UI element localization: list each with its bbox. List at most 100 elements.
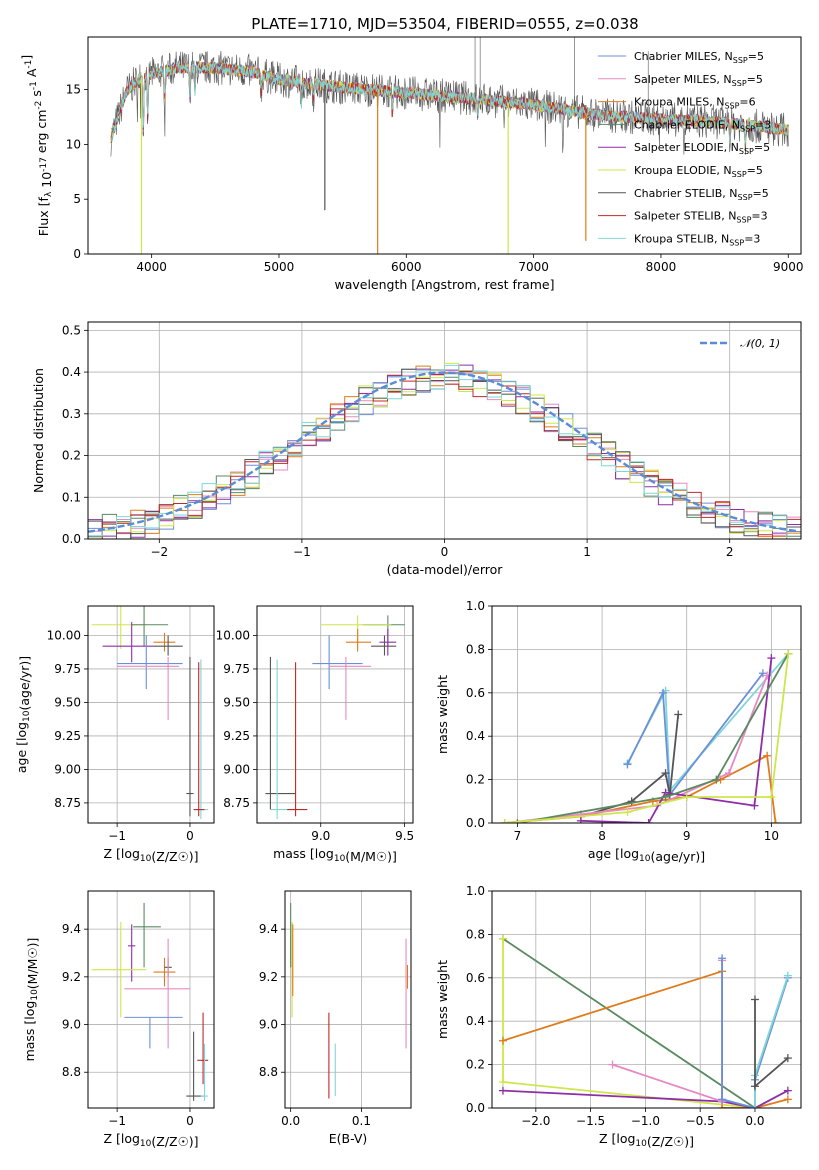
label-part: (M/M☉)] bbox=[25, 938, 40, 990]
y-tick-label: 0.2 bbox=[62, 449, 81, 463]
label-part: Normed distribution bbox=[31, 368, 46, 493]
y-tick-label: 0.5 bbox=[62, 323, 81, 337]
label-part: log bbox=[14, 722, 29, 741]
y-tick-label: 1.0 bbox=[466, 599, 485, 613]
weight-vs-Z-frame bbox=[491, 890, 802, 1109]
weight-vs-Z-panel: −2.0 −1.5 −1.0 −0.5 0.0 0.0 0.2 0.4 0.6 0.8 1.0 Z [… bbox=[435, 884, 802, 1149]
y-tick-label: 5 bbox=[73, 192, 81, 206]
y-tick-label: 8.8 bbox=[259, 1065, 278, 1079]
y-tick-label: 0.0 bbox=[466, 1101, 485, 1115]
weight-vs-Z-xlabel: Z [log10(Z/Z☉)] bbox=[599, 1131, 694, 1149]
x-tick-label: 8000 bbox=[646, 260, 677, 274]
y-tick-label: 9.0 bbox=[259, 1018, 278, 1032]
label-sub: λ bbox=[44, 191, 54, 197]
age-vs-mass-panel: 9.0 9.5 8.75 9.00 9.25 9.50 9.75 10.00 mass [log… bbox=[216, 605, 414, 864]
normal-curve bbox=[88, 371, 799, 533]
label-part: (age/yr)] bbox=[17, 656, 32, 711]
label-part: log bbox=[616, 1131, 635, 1146]
figure-title: PLATE=1710, MJD=53504, FIBERID=0555, z=0… bbox=[251, 15, 638, 33]
age-vs-Z-frame bbox=[87, 605, 215, 824]
x-tick-label: 1 bbox=[583, 545, 591, 559]
legend-label-text: Kroupa MILES, N bbox=[634, 96, 724, 109]
y-tick-label: 0.4 bbox=[466, 729, 485, 743]
spectrum-frame bbox=[87, 36, 802, 255]
y-tick-label: 15 bbox=[66, 83, 81, 97]
legend-label-text: Chabrier MILES, N bbox=[634, 50, 733, 63]
x-tick-label: 9000 bbox=[773, 260, 804, 274]
x-tick-label: 9.5 bbox=[395, 829, 414, 843]
spectrum-plot-area bbox=[110, 37, 789, 254]
x-tick-label: −2.0 bbox=[521, 1114, 550, 1128]
y-tick-label: 9.00 bbox=[54, 762, 81, 776]
mass-vs-Z-frame bbox=[87, 890, 215, 1109]
legend-label: Salpeter MILES, NSSP=5 bbox=[634, 73, 763, 88]
y-tick-label: 0.8 bbox=[466, 642, 485, 656]
label-part: age [ bbox=[14, 741, 29, 773]
y-tick-label: 0.6 bbox=[466, 971, 485, 985]
x-tick-label: −1 bbox=[293, 545, 311, 559]
label-sup: -17 bbox=[39, 157, 49, 172]
legend-label-text: Salpeter MILES, N bbox=[634, 73, 732, 86]
label-part: (age/yr)] bbox=[650, 849, 705, 864]
y-tick-label: 0 bbox=[73, 247, 81, 261]
label-part: ] bbox=[19, 55, 34, 60]
spectrum-series-line bbox=[110, 61, 789, 144]
label-part: f bbox=[36, 196, 51, 201]
legend-label-sub: SSP bbox=[732, 79, 747, 88]
x-tick-label: −1 bbox=[108, 829, 126, 843]
label-part: wavelength [Angstrom, rest frame] bbox=[334, 277, 554, 292]
label-part: (Z/Z☉)] bbox=[151, 1134, 198, 1149]
label-part: Z [ bbox=[103, 846, 120, 861]
legend-label-value: =3 bbox=[744, 232, 760, 245]
x-tick-label: 9.0 bbox=[311, 829, 330, 843]
label-sup: -1 bbox=[29, 81, 39, 90]
label-part: mass weight bbox=[435, 675, 450, 754]
legend-label: Kroupa STELIB, NSSP=3 bbox=[634, 232, 760, 247]
x-tick-label: −1 bbox=[108, 1114, 126, 1128]
x-tick-label: 0 bbox=[186, 1114, 194, 1128]
legend-label-sub: SSP bbox=[729, 238, 744, 247]
x-tick-label: 0.0 bbox=[281, 1114, 300, 1128]
x-tick-label: 7000 bbox=[518, 260, 549, 274]
legend-label-text: Kroupa ELODIE, N bbox=[634, 164, 732, 177]
legend-label-value: =5 bbox=[754, 141, 770, 154]
legend-label-value: =5 bbox=[748, 50, 764, 63]
weight-vs-age-plot-area bbox=[500, 649, 793, 823]
x-tick-label: 8 bbox=[598, 829, 606, 843]
y-tick-label: 10 bbox=[66, 137, 81, 151]
weight-series-line bbox=[754, 999, 789, 1089]
label-sup: -2 bbox=[34, 101, 44, 110]
y-tick-label: 1.0 bbox=[466, 884, 485, 898]
mass-vs-EBV-xlabel: E(B-V) bbox=[329, 1131, 368, 1146]
label-part: log bbox=[620, 846, 639, 861]
age-vs-Z-xlabel: Z [log10(Z/Z☉)] bbox=[103, 846, 198, 864]
x-tick-label: 10 bbox=[764, 829, 779, 843]
weight-series-line bbox=[612, 960, 723, 1103]
y-tick-label: 0.8 bbox=[466, 927, 485, 941]
histogram-step bbox=[88, 364, 801, 539]
residuals-ylabel: Normed distribution bbox=[31, 368, 46, 493]
y-tick-label: 0.0 bbox=[466, 816, 485, 830]
legend-label-value: =5 bbox=[747, 164, 763, 177]
label-sub: 10 bbox=[639, 854, 651, 864]
legend-label: Kroupa ELODIE, NSSP=5 bbox=[634, 164, 763, 179]
x-tick-label: −2 bbox=[150, 545, 168, 559]
legend-label-text: Chabrier STELIB, N bbox=[634, 187, 738, 200]
x-tick-label: 6000 bbox=[391, 260, 422, 274]
legend-label-sub: SSP bbox=[724, 102, 739, 111]
spectrum-panel: 4000 5000 6000 7000 8000 9000 0 5 10 15 wavelength… bbox=[19, 36, 804, 292]
label-part: Flux [ bbox=[36, 201, 51, 236]
x-tick-label: 0 bbox=[186, 829, 194, 843]
label-part: log bbox=[315, 846, 334, 861]
legend-label-value: =6 bbox=[739, 96, 755, 109]
label-part: mass weight bbox=[435, 960, 450, 1039]
weight-vs-age-xlabel: age [log10(age/yr)] bbox=[588, 846, 705, 864]
mass-vs-Z-panel: −1 08.89.09.29.4Z [log10(Z/Z☉)]mass [log1… bbox=[22, 890, 215, 1149]
legend-label-sub: SSP bbox=[736, 216, 751, 225]
weight-series-line bbox=[502, 970, 789, 1108]
weight-vs-Z-plot-area bbox=[498, 934, 792, 1108]
label-sub: 10 bbox=[140, 854, 152, 864]
legend-label-sub: SSP bbox=[732, 170, 747, 179]
weight-series-line bbox=[504, 653, 790, 823]
